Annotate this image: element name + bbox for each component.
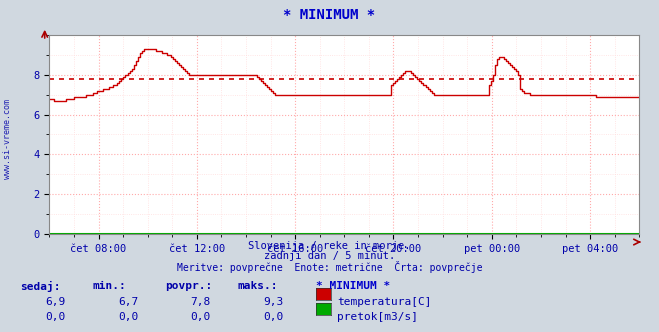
- Text: zadnji dan / 5 minut.: zadnji dan / 5 minut.: [264, 251, 395, 261]
- Text: povpr.:: povpr.:: [165, 281, 212, 290]
- Text: 6,7: 6,7: [118, 297, 138, 307]
- Text: maks.:: maks.:: [237, 281, 277, 290]
- Text: www.si-vreme.com: www.si-vreme.com: [3, 100, 13, 179]
- Text: 0,0: 0,0: [263, 312, 283, 322]
- Text: 6,9: 6,9: [45, 297, 66, 307]
- Text: sedaj:: sedaj:: [20, 281, 60, 291]
- Text: 7,8: 7,8: [190, 297, 211, 307]
- Text: Meritve: povprečne  Enote: metrične  Črta: povprečje: Meritve: povprečne Enote: metrične Črta:…: [177, 261, 482, 273]
- Text: min.:: min.:: [92, 281, 126, 290]
- Text: * MINIMUM *: * MINIMUM *: [316, 281, 391, 290]
- Text: pretok[m3/s]: pretok[m3/s]: [337, 312, 418, 322]
- Text: 9,3: 9,3: [263, 297, 283, 307]
- Text: 0,0: 0,0: [190, 312, 211, 322]
- Text: * MINIMUM *: * MINIMUM *: [283, 8, 376, 22]
- Text: 0,0: 0,0: [45, 312, 66, 322]
- Text: 0,0: 0,0: [118, 312, 138, 322]
- Text: Slovenija / reke in morje.: Slovenija / reke in morje.: [248, 241, 411, 251]
- Text: temperatura[C]: temperatura[C]: [337, 297, 432, 307]
